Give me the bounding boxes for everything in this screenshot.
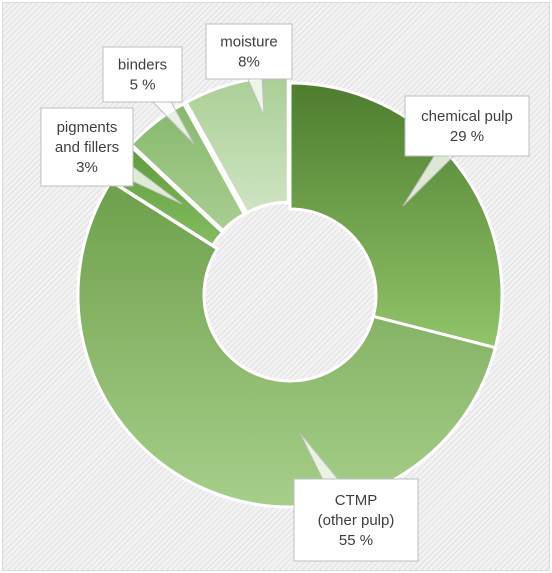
data-label: 55 % [339,532,373,549]
callout-box [40,107,134,187]
callout-pigments-fillers: pigments and fillers 3% [40,107,183,205]
data-label: 8% [238,54,260,71]
callouts-layer: chemical pulp 29 % CTMP (other pulp) 55 % pig… [40,23,530,562]
data-label: 29 % [450,128,484,145]
data-label: moisture [220,34,278,51]
donut-chart: chemical pulp 29 % CTMP (other pulp) 55 % pig… [40,23,530,562]
callout-chemical-pulp: chemical pulp 29 % [402,95,530,207]
callout-box [205,23,293,80]
data-label: CTMP [335,492,378,509]
data-label: (other pulp) [318,512,395,529]
callout-binders: binders 5 % [102,46,195,145]
data-label: chemical pulp [421,108,513,125]
callout-box [102,46,183,103]
data-label: pigments [57,119,118,136]
data-label: and fillers [55,139,119,156]
slice-chemical-pulp [288,81,504,350]
data-label: 5 % [130,77,156,94]
callout-box [404,95,530,157]
callout-box [293,478,419,562]
callout-ctmp: CTMP (other pulp) 55 % [293,432,419,562]
data-label: binders [118,57,167,74]
callout-moisture: moisture 8% [205,23,293,117]
slice-binders [129,101,247,233]
data-label: 3% [76,159,98,176]
